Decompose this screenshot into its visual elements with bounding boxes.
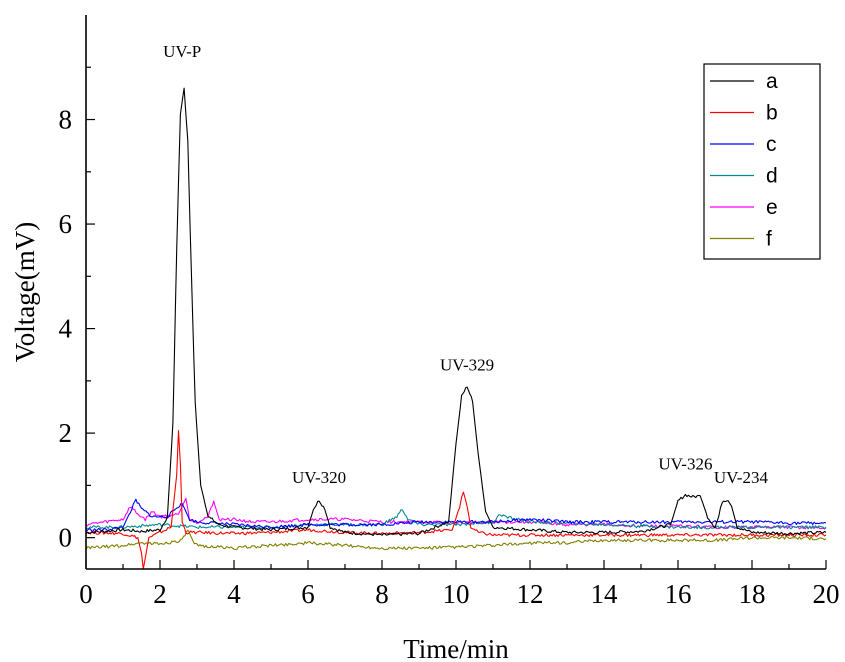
- series-line-d: [85, 509, 827, 530]
- x-tick-label: 6: [301, 579, 315, 609]
- y-tick-label: 6: [59, 209, 73, 239]
- x-tick-label: 4: [227, 579, 241, 609]
- legend-label-d: d: [766, 165, 778, 188]
- legend-label-f: f: [766, 228, 772, 251]
- y-ticks-group: 0 2 4 6 8: [59, 66, 95, 553]
- x-tick-label: 18: [739, 579, 766, 609]
- series-line-a: [85, 87, 827, 537]
- x-tick-label: 20: [813, 579, 840, 609]
- peak-label: UV-320: [292, 468, 346, 487]
- y-tick-label: 4: [59, 314, 73, 344]
- y-tick-label: 2: [59, 418, 73, 448]
- series-line-e: [85, 497, 827, 530]
- legend-label-b: b: [766, 102, 778, 125]
- peak-label: UV-329: [440, 355, 494, 374]
- series-lines-group: [85, 87, 827, 570]
- x-tick-label: 16: [665, 579, 692, 609]
- x-tick-label: 14: [591, 579, 619, 609]
- legend-label-e: e: [766, 196, 778, 219]
- y-tick-label: 0: [59, 523, 73, 553]
- x-ticks-group: 0 2 4 6 8 10 12 14 16 18 20: [79, 560, 840, 609]
- peak-label: UV-326: [658, 455, 712, 474]
- y-tick-label: 8: [59, 105, 73, 135]
- series-line-b: [85, 429, 827, 570]
- peak-label: UV-P: [163, 42, 201, 61]
- x-tick-label: 10: [443, 579, 470, 609]
- legend-box: [703, 63, 821, 260]
- y-axis-title: Voltage(mV): [10, 222, 40, 362]
- legend-label-c: c: [766, 133, 777, 156]
- series-line-f: [85, 529, 827, 551]
- x-tick-label: 2: [153, 579, 167, 609]
- x-tick-label: 12: [517, 579, 544, 609]
- peak-label: UV-234: [714, 468, 769, 487]
- legend-label-a: a: [766, 70, 778, 93]
- x-axis-title: Time/min: [403, 634, 509, 662]
- x-tick-label: 0: [79, 579, 93, 609]
- x-tick-label: 8: [375, 579, 389, 609]
